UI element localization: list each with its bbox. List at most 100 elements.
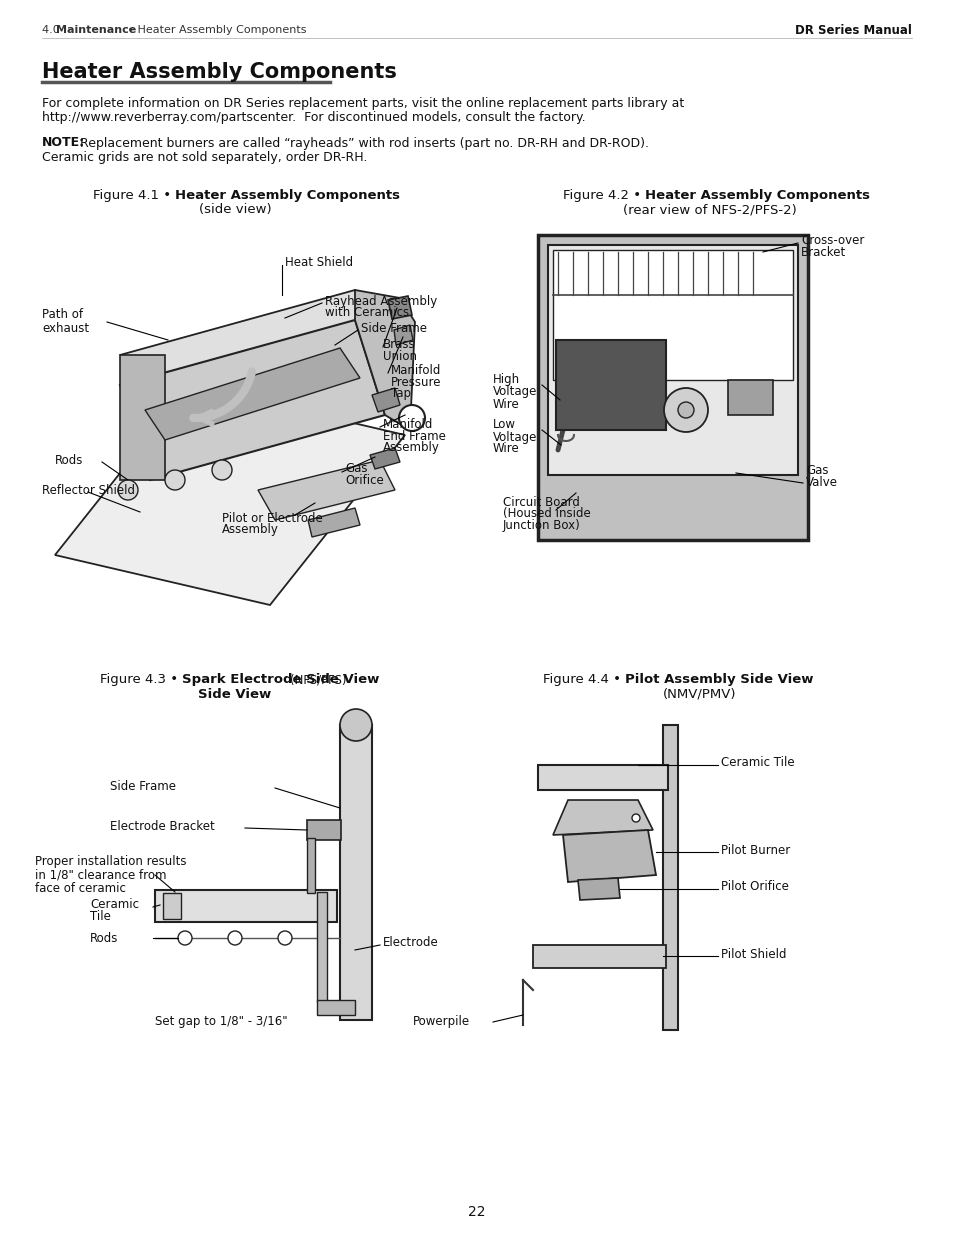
Circle shape (398, 405, 424, 431)
Text: For complete information on DR Series replacement parts, visit the online replac: For complete information on DR Series re… (42, 96, 683, 110)
Bar (154, 890, 336, 923)
Text: DR Series Manual: DR Series Manual (794, 23, 911, 37)
Polygon shape (120, 354, 165, 480)
Text: (Housed inside: (Housed inside (502, 508, 590, 520)
Circle shape (178, 931, 192, 945)
Text: (side view): (side view) (198, 204, 271, 216)
Text: Maintenance: Maintenance (56, 25, 136, 35)
Text: Wire: Wire (493, 398, 519, 410)
Polygon shape (257, 459, 395, 520)
Polygon shape (120, 290, 399, 385)
Text: Rods: Rods (55, 453, 83, 467)
Bar (556, 340, 665, 430)
Text: Side Frame: Side Frame (360, 321, 427, 335)
Text: Figure 4.4 •: Figure 4.4 • (542, 673, 624, 687)
Text: Tile: Tile (90, 910, 111, 924)
Circle shape (631, 814, 639, 823)
Text: Pilot Assembly Side View: Pilot Assembly Side View (624, 673, 813, 687)
Text: Rods: Rods (90, 931, 118, 945)
Polygon shape (578, 878, 619, 900)
Polygon shape (533, 945, 665, 968)
Polygon shape (370, 448, 399, 469)
Bar (163, 893, 181, 919)
Text: Union: Union (382, 350, 416, 363)
Polygon shape (562, 830, 656, 882)
Circle shape (339, 709, 372, 741)
Text: Figure 4.1 •: Figure 4.1 • (92, 189, 174, 201)
Polygon shape (120, 320, 385, 480)
Text: End Frame: End Frame (382, 430, 445, 442)
Text: Set gap to 1/8" - 3/16": Set gap to 1/8" - 3/16" (154, 1015, 287, 1029)
Text: (rear view of NFS-2/PFS-2): (rear view of NFS-2/PFS-2) (622, 204, 796, 216)
Text: High: High (493, 373, 519, 387)
Text: Cross-over: Cross-over (801, 233, 863, 247)
Text: 22: 22 (468, 1205, 485, 1219)
Text: Pilot Shield: Pilot Shield (720, 947, 785, 961)
Text: Side Frame: Side Frame (110, 779, 175, 793)
Text: Manifold: Manifold (391, 363, 441, 377)
Text: Spark Electrode Side View: Spark Electrode Side View (182, 673, 384, 687)
Text: with Ceramics: with Ceramics (325, 306, 409, 320)
Bar (339, 725, 372, 1020)
Text: Pilot Orifice: Pilot Orifice (720, 881, 788, 893)
Circle shape (228, 931, 242, 945)
Polygon shape (372, 388, 399, 412)
Bar (547, 245, 797, 475)
Text: Reflector Shield: Reflector Shield (42, 483, 135, 496)
Bar (537, 764, 667, 790)
Text: Heater Assembly Components: Heater Assembly Components (174, 189, 399, 201)
Circle shape (212, 459, 232, 480)
Text: Figure 4.2 •: Figure 4.2 • (562, 189, 644, 201)
Text: Heater Assembly Components: Heater Assembly Components (42, 62, 396, 82)
Text: Tap: Tap (391, 388, 411, 400)
Text: (NFS/PFS): (NFS/PFS) (290, 673, 346, 687)
Text: Replacement burners are called “rayheads” with rod inserts (part no. DR-RH and D: Replacement burners are called “rayheads… (76, 137, 648, 149)
Text: Side View: Side View (198, 688, 272, 700)
Text: Brass: Brass (382, 337, 416, 351)
Text: Circuit Board: Circuit Board (502, 495, 579, 509)
Text: Gas: Gas (805, 463, 827, 477)
Text: Path of: Path of (42, 309, 83, 321)
Text: Orifice: Orifice (345, 474, 383, 488)
Text: Junction Box): Junction Box) (502, 520, 580, 532)
Polygon shape (394, 325, 413, 345)
Bar (307, 820, 340, 840)
Polygon shape (388, 296, 412, 319)
Text: Electrode Bracket: Electrode Bracket (110, 820, 214, 832)
Bar (537, 235, 807, 540)
Bar (662, 725, 678, 1030)
Text: (NMV/PMV): (NMV/PMV) (662, 688, 736, 700)
Text: Wire: Wire (493, 442, 519, 456)
Text: in 1/8" clearance from: in 1/8" clearance from (35, 868, 167, 882)
Text: Powerpile: Powerpile (413, 1015, 470, 1029)
Text: Heat Shield: Heat Shield (285, 257, 353, 269)
Circle shape (663, 388, 707, 432)
Text: face of ceramic: face of ceramic (35, 882, 126, 894)
Polygon shape (355, 290, 415, 430)
Text: Manifold: Manifold (382, 417, 433, 431)
Text: Assembly: Assembly (222, 524, 278, 536)
Text: Pilot or Electrode: Pilot or Electrode (222, 511, 322, 525)
Bar (316, 892, 327, 1002)
Text: Low: Low (493, 419, 516, 431)
Text: Valve: Valve (805, 475, 837, 489)
Text: Ceramic grids are not sold separately, order DR-RH.: Ceramic grids are not sold separately, o… (42, 152, 367, 164)
Bar (727, 380, 772, 415)
Text: Gas: Gas (345, 462, 367, 475)
Polygon shape (553, 800, 652, 835)
Bar (553, 249, 792, 380)
Text: Heater Assembly Components: Heater Assembly Components (644, 189, 869, 201)
Text: Proper installation results: Proper installation results (35, 856, 186, 868)
Polygon shape (145, 348, 359, 440)
Circle shape (678, 403, 693, 417)
Text: Pilot Burner: Pilot Burner (720, 844, 789, 857)
Circle shape (165, 471, 185, 490)
Text: Voltage: Voltage (493, 431, 537, 443)
Text: exhaust: exhaust (42, 321, 89, 335)
Text: Ceramic: Ceramic (90, 899, 139, 911)
Polygon shape (55, 385, 405, 605)
Text: Assembly: Assembly (382, 441, 439, 454)
Text: Electrode: Electrode (382, 936, 438, 950)
Text: Bracket: Bracket (801, 246, 845, 258)
Text: • Heater Assembly Components: • Heater Assembly Components (124, 25, 306, 35)
